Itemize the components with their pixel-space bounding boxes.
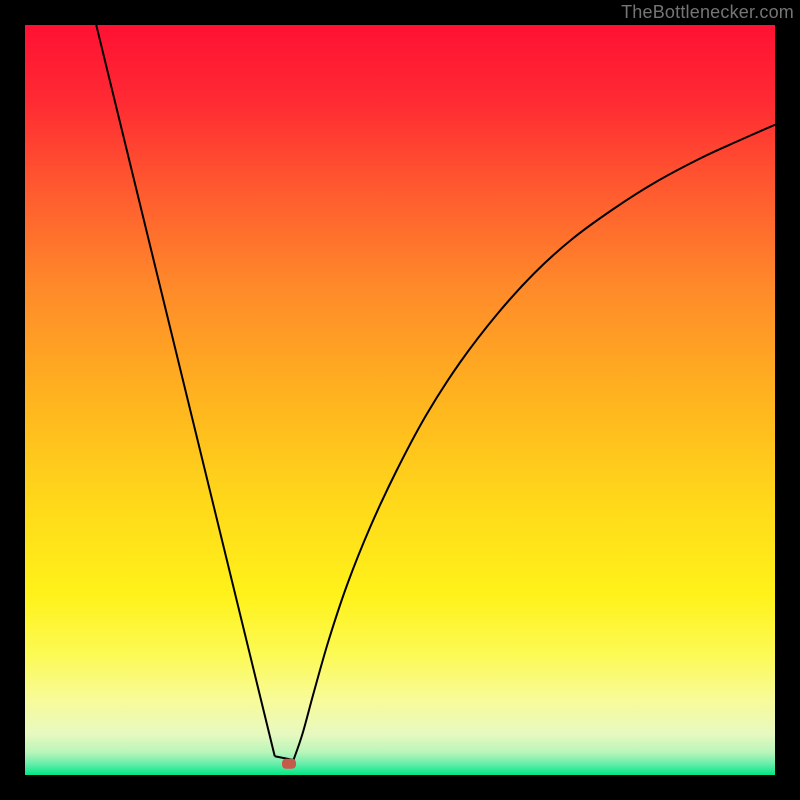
watermark-text: TheBottlenecker.com [621, 2, 794, 23]
bottleneck-chart [0, 0, 800, 800]
plot-area [25, 25, 775, 775]
minimum-marker [282, 759, 296, 769]
